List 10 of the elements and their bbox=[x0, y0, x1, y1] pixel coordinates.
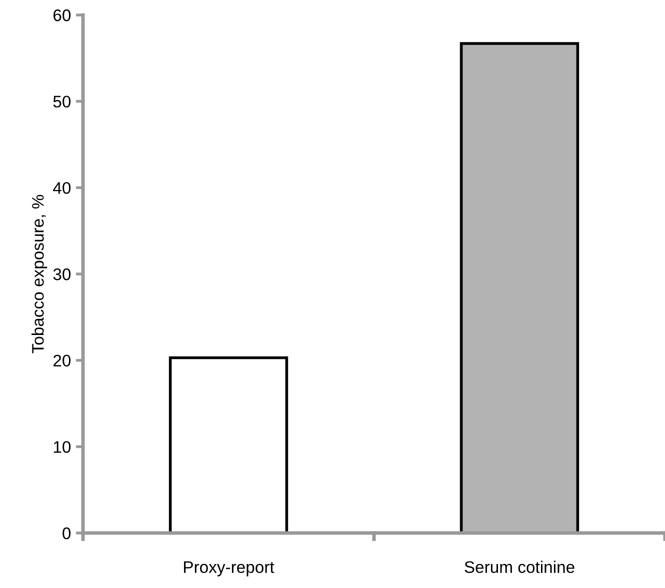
y-tick-label: 10 bbox=[54, 441, 71, 453]
y-tick-label: 20 bbox=[53, 354, 71, 367]
y-axis-title: Tobacco exposure, % bbox=[32, 194, 48, 354]
x-tick-label: Serum cotinine bbox=[464, 560, 574, 574]
y-tick-label: 50 bbox=[53, 96, 71, 108]
y-tick-label: 30 bbox=[53, 268, 71, 280]
x-tick-label: Proxy-report bbox=[184, 561, 274, 576]
y-tick-label: 40 bbox=[53, 182, 71, 194]
y-tick-label: 60 bbox=[54, 9, 71, 22]
y-tick-label: 0 bbox=[62, 527, 71, 540]
